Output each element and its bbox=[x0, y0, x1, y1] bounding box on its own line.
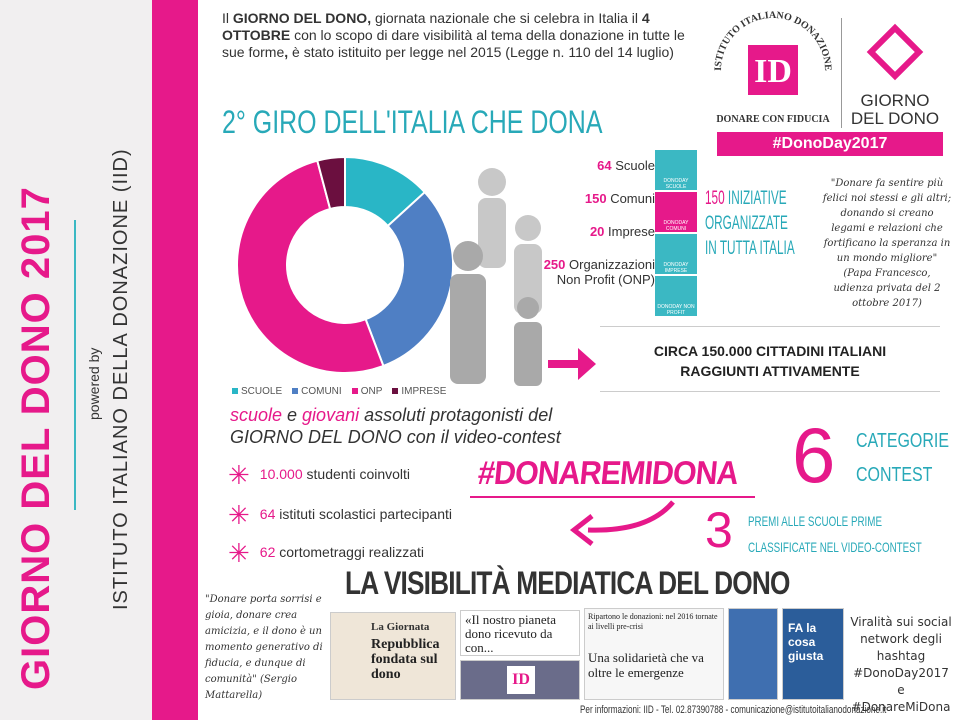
diamond-icon bbox=[866, 23, 924, 81]
tv-photo: ID bbox=[460, 660, 580, 700]
divider bbox=[74, 220, 76, 510]
legend-item: ONP bbox=[351, 386, 383, 397]
arrow-right-icon bbox=[548, 348, 596, 380]
legend-item: SCUOLE bbox=[232, 386, 282, 397]
bullet-item: ✳ 62 cortometraggi realizzati bbox=[228, 538, 424, 568]
stat-item: 64 Scuole bbox=[597, 158, 655, 173]
powered-by: powered by bbox=[86, 347, 102, 420]
legend-swatch bbox=[392, 388, 399, 394]
press-clip: Ripartono le donazioni: nel 2016 tornate… bbox=[584, 608, 724, 700]
donut-slice-onp bbox=[236, 159, 385, 374]
heart-icon: DONODAY NON PROFIT bbox=[655, 276, 697, 316]
legend-item: COMUNI bbox=[292, 386, 342, 397]
asterisk-icon: ✳ bbox=[228, 460, 250, 490]
intro-text: Il GIORNO DEL DONO, giornata nazionale c… bbox=[222, 10, 685, 60]
town-icon: DONODAY COMUNI bbox=[655, 192, 697, 232]
category-icons: DONODAY SCUOLE DONODAY COMUNI DONODAY IMPR… bbox=[655, 150, 697, 318]
hashtag: #DONAREMIDONA bbox=[476, 454, 740, 491]
mattarella-quote: "Donare porta sorrisi e gioia, donare cr… bbox=[205, 594, 323, 701]
categories-label: CATEGORIE CONTEST bbox=[856, 430, 950, 486]
legend-label: COMUNI bbox=[301, 386, 342, 397]
legend-label: ONP bbox=[360, 386, 383, 397]
chart-legend: SCUOLE COMUNI ONP IMPRESE bbox=[232, 386, 446, 397]
svg-text:ID: ID bbox=[754, 53, 792, 90]
tv-photo: FA la cosa giusta bbox=[782, 608, 844, 700]
initiatives-text: 150 INIZIATIVE ORGANIZZATE IN TUTTA ITALIA bbox=[705, 188, 795, 259]
legend-label: SCUOLE bbox=[241, 386, 283, 397]
virality-text: Viralità sui social network degli hashta… bbox=[850, 615, 952, 714]
bullet-item: ✳ 10.000 studenti coinvolti bbox=[228, 460, 411, 490]
people-icon bbox=[450, 168, 542, 386]
business-icon: DONODAY IMPRESE bbox=[655, 234, 697, 274]
vertical-title: GIORNO DEL DONO 2017 bbox=[14, 186, 58, 690]
sidebar-background bbox=[0, 0, 152, 720]
iid-logo-mark: ISTITUTO ITALIANO DONAZIONE ID bbox=[713, 10, 833, 95]
pink-stripe bbox=[152, 0, 198, 720]
stats-list: 64 Scuole 150 Comuni 20 Imprese 250 Orga… bbox=[520, 158, 655, 305]
legend-swatch bbox=[351, 388, 358, 394]
stat-item: 20 Imprese bbox=[589, 224, 655, 239]
asterisk-icon: ✳ bbox=[228, 538, 250, 568]
curved-arrow-icon bbox=[569, 500, 675, 546]
stat-item: 150 Comuni bbox=[584, 191, 655, 206]
press-clip: «Il nostro pianeta dono ricevuto da con.… bbox=[460, 610, 580, 656]
asterisk-icon: ✳ bbox=[228, 500, 250, 530]
bullet-item: ✳ 64 istituti scolastici partecipanti bbox=[228, 500, 453, 530]
tv-photo bbox=[728, 608, 778, 700]
legend-swatch bbox=[232, 388, 238, 394]
stat-item: 250 Organizzazioni Non Profit (ONP) bbox=[543, 257, 655, 287]
prizes-label: PREMI ALLE SCUOLE PRIME CLASSIFICATE NEL … bbox=[748, 513, 922, 555]
legend-item: IMPRESE bbox=[392, 386, 446, 397]
donut-slice-imprese bbox=[316, 155, 346, 211]
legend-label: IMPRESE bbox=[401, 386, 447, 397]
donut-chart bbox=[236, 155, 454, 374]
org-name: ISTITUTO ITALIANO DELLA DONAZIONE (IID) bbox=[110, 148, 132, 610]
video-contest-heading: scuole e giovani assoluti protagonisti d… bbox=[230, 405, 561, 447]
media-title: LA VISIBILITÀ MEDIATICA DEL DONO bbox=[345, 565, 790, 601]
logo: ISTITUTO ITALIANO DONAZIONE ID DONARE CO… bbox=[705, 8, 945, 156]
pope-quote: "Donare fa sentire più felici noi stessi… bbox=[822, 178, 952, 309]
prizes-count: 3 bbox=[705, 502, 733, 558]
footer-contact: Per informazioni: IID - Tel. 02.87390788… bbox=[580, 704, 887, 716]
donut-slice-comuni bbox=[364, 190, 454, 368]
divider bbox=[470, 496, 755, 498]
school-icon: DONODAY SCUOLE bbox=[655, 150, 697, 190]
press-clip: La Giornata Repubblica fondata sul dono bbox=[330, 612, 456, 700]
citizens-reached: CIRCA 150.000 CITTADINI ITALIANI RAGGIUNT… bbox=[600, 326, 940, 392]
categories-count: 6 bbox=[792, 411, 836, 499]
iid-mark: ID bbox=[507, 666, 535, 694]
section-title: 2° GIRO DELL'ITALIA CHE DONA bbox=[222, 104, 603, 140]
legend-swatch bbox=[292, 388, 299, 394]
